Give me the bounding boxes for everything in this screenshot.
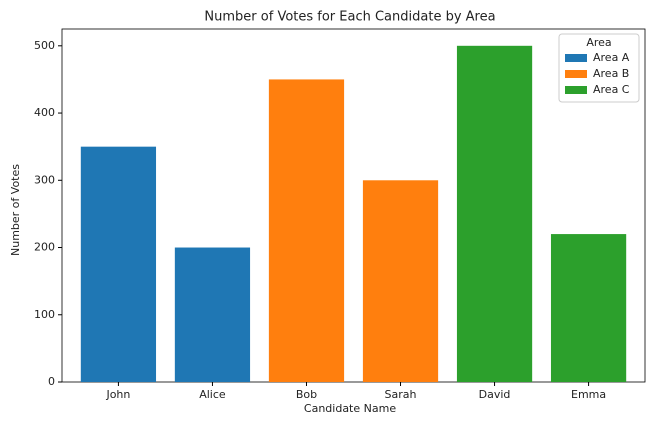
legend-swatch: [565, 86, 587, 94]
y-tick-label: 300: [34, 173, 55, 186]
y-tick-label: 400: [34, 106, 55, 119]
bar: [456, 45, 533, 383]
legend-title: Area: [586, 36, 611, 49]
legend-label: Area A: [593, 51, 630, 64]
chart-title: Number of Votes for Each Candidate by Ar…: [204, 10, 495, 25]
x-tick-label: Emma: [571, 388, 606, 401]
y-tick-label: 100: [34, 308, 55, 321]
bar: [80, 146, 157, 382]
y-tick-label: 0: [48, 375, 55, 388]
x-tick-label: John: [105, 388, 130, 401]
x-tick-label: Sarah: [385, 388, 417, 401]
x-axis-label: Candidate Name: [304, 402, 396, 415]
legend-swatch: [565, 70, 587, 78]
y-tick-label: 500: [34, 39, 55, 52]
legend-label: Area B: [593, 67, 629, 80]
x-tick-label: Bob: [296, 388, 317, 401]
plot-frame: [61, 28, 646, 383]
bar: [362, 180, 439, 382]
legend-box: [558, 33, 640, 103]
bar: [550, 234, 627, 382]
x-tick-label: Alice: [199, 388, 226, 401]
bar: [268, 79, 345, 382]
bar: [174, 247, 251, 382]
legend-swatch: [565, 54, 587, 62]
x-tick-label: David: [479, 388, 511, 401]
y-tick-label: 200: [34, 241, 55, 254]
legend-label: Area C: [593, 83, 630, 96]
y-axis-label: Number of Votes: [9, 164, 22, 256]
